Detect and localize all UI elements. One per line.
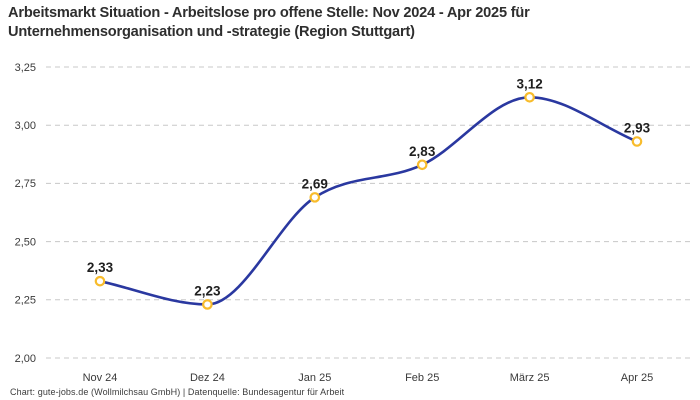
y-tick-label: 3,25	[15, 62, 36, 74]
data-point-label: 3,12	[516, 76, 542, 91]
x-tick-label: Nov 24	[83, 372, 118, 384]
x-tick-label: Apr 25	[621, 372, 653, 384]
data-point-marker	[202, 299, 213, 310]
data-point-label: 2,93	[624, 120, 651, 135]
data-point-label: 2,23	[194, 283, 221, 298]
chart-title: Arbeitsmarkt Situation - Arbeitslose pro…	[8, 5, 530, 40]
chart-attribution: Chart: gute-jobs.de (Wollmilchsau GmbH) …	[10, 387, 345, 397]
data-point-marker	[94, 275, 106, 287]
data-point-label: 2,69	[302, 176, 328, 191]
data-point-marker	[416, 159, 428, 171]
x-tick-label: Dez 24	[190, 372, 225, 384]
data-point-marker	[309, 192, 321, 203]
x-tick-label: März 25	[510, 372, 550, 384]
data-point-marker	[631, 136, 643, 147]
data-point-label: 2,33	[87, 260, 114, 275]
y-tick-label: 2,25	[15, 295, 36, 307]
x-tick-label: Feb 25	[405, 372, 439, 384]
y-tick-label: 2,75	[15, 178, 36, 190]
x-tick-label: Jan 25	[298, 372, 331, 384]
data-point-label: 2,83	[409, 144, 436, 159]
y-tick-label: 2,50	[15, 236, 36, 248]
y-tick-label: 2,00	[15, 353, 36, 365]
y-tick-label: 3,00	[15, 120, 36, 132]
data-point-marker	[524, 91, 535, 103]
series-line	[98, 95, 639, 306]
